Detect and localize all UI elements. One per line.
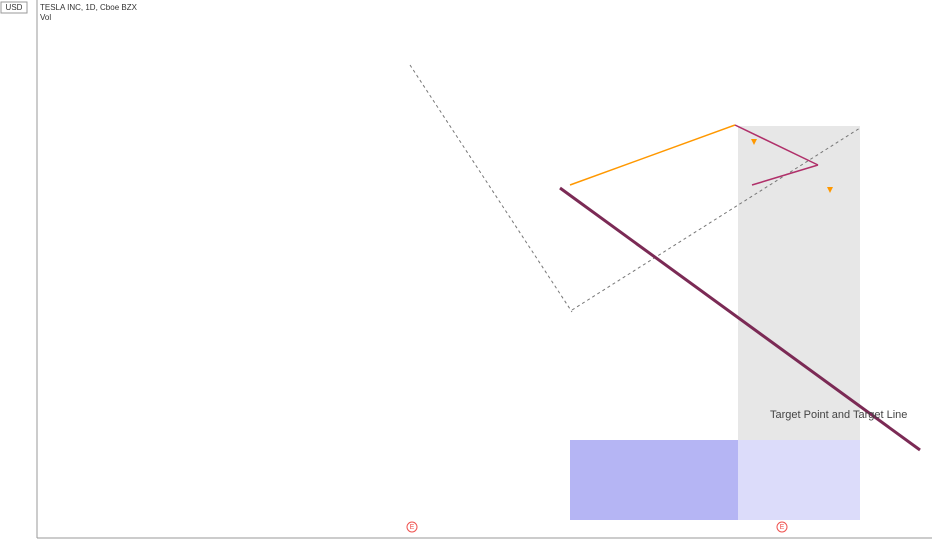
trend-dashed (409, 64, 573, 313)
time-axis (0, 538, 932, 550)
gray-zone (738, 126, 860, 440)
earnings-label: E (410, 524, 415, 531)
currency: USD (6, 3, 23, 12)
symbol-title: TESLA INC, 1D, Cboe BZX (40, 3, 138, 12)
earnings-label: E (780, 524, 785, 531)
earnings-marker (406, 521, 418, 533)
wedge-line (751, 164, 819, 186)
blue-zone-right (738, 440, 860, 520)
zones (570, 126, 860, 520)
volume-label: Vol (40, 13, 51, 22)
drawings: E E Target Point and Target Line (406, 64, 921, 533)
target-line (559, 186, 921, 452)
marker (827, 187, 833, 193)
currency-box (0, 1, 28, 14)
trend-dashed (571, 127, 861, 311)
trend-line (569, 124, 736, 186)
wedge-line (734, 124, 819, 166)
earnings-marker (776, 521, 788, 533)
annotation: Target Point and Target Line (770, 409, 907, 421)
price-axis (0, 0, 37, 538)
blue-zone (570, 440, 738, 520)
marker (751, 139, 757, 145)
